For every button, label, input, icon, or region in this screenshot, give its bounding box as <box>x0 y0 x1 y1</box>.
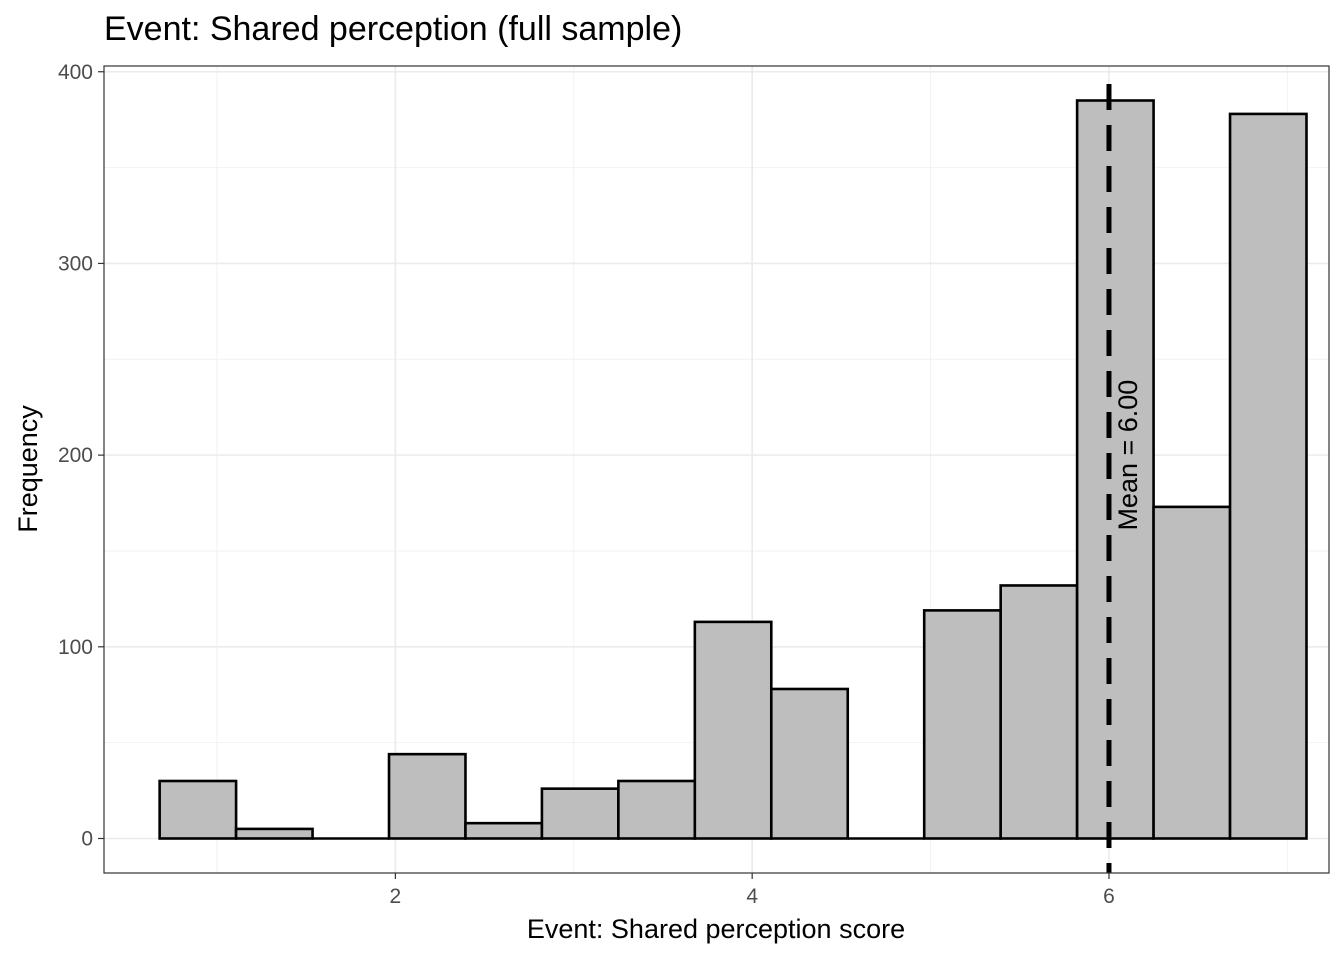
histogram-bar <box>540 787 620 840</box>
y-axis: 0 100 200 300 400 <box>58 61 104 850</box>
histogram-bar <box>234 827 314 840</box>
histogram-bar <box>1152 505 1232 840</box>
histogram-bar <box>617 779 697 840</box>
y-tick-label: 300 <box>58 252 93 275</box>
histogram-bar <box>1075 99 1155 840</box>
histogram-bar <box>769 687 850 840</box>
histogram-bar <box>1228 112 1308 840</box>
x-axis-title: Event: Shared perception score <box>527 914 905 944</box>
y-tick-label: 400 <box>58 61 93 84</box>
histogram-bar <box>999 584 1079 840</box>
x-tick-label: 2 <box>390 885 402 908</box>
mean-label: Mean = 6.00 <box>1113 380 1143 531</box>
panel-border <box>103 65 1330 874</box>
chart-title: Event: Shared perception (full sample) <box>104 10 682 48</box>
histogram-bar <box>158 779 238 840</box>
y-axis-title: Frequency <box>13 405 43 533</box>
histogram-bar <box>922 609 1002 840</box>
x-axis: 2 4 6 <box>390 873 1115 908</box>
histogram-bar <box>387 752 467 840</box>
x-tick-label: 6 <box>1103 885 1115 908</box>
histogram-bar <box>464 821 544 840</box>
mean-line-group: Mean = 6.00 <box>1106 84 1143 873</box>
y-tick-label: 100 <box>58 636 93 659</box>
y-tick-label: 200 <box>58 444 93 467</box>
x-tick-label: 4 <box>746 885 758 908</box>
bars <box>158 99 1308 840</box>
histogram-bar <box>693 620 773 840</box>
y-tick-label: 0 <box>81 827 93 850</box>
